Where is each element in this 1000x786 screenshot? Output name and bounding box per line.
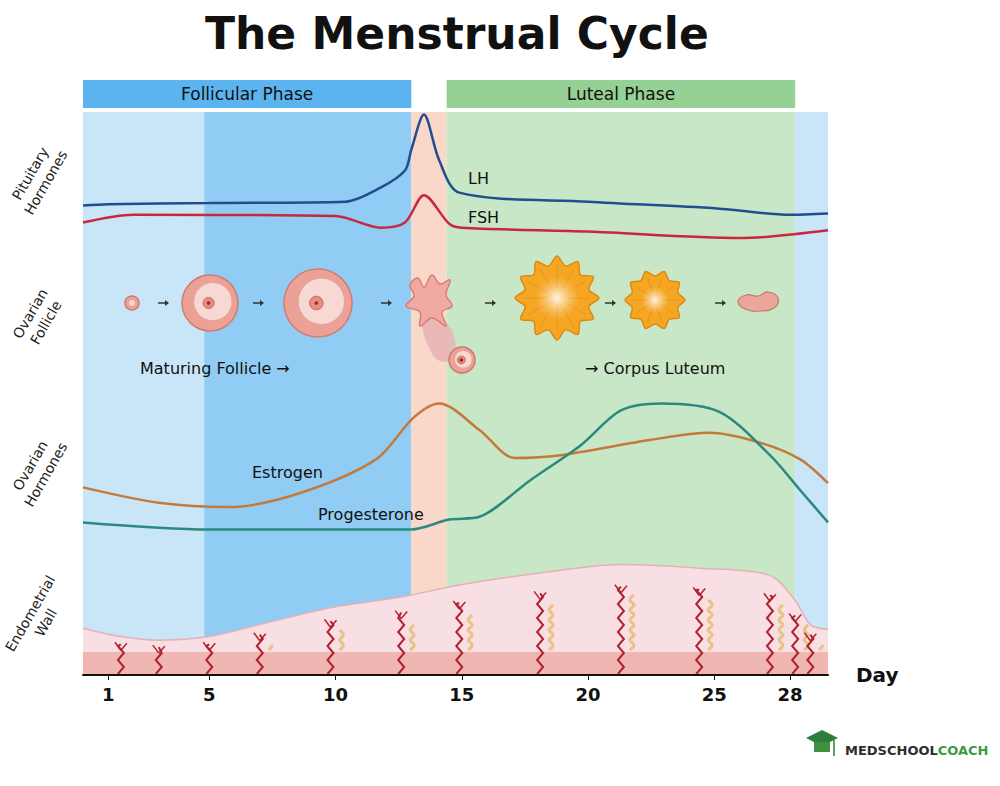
svg-text:COACH: COACH xyxy=(938,743,989,758)
svg-text:→ Corpus Luteum: → Corpus Luteum xyxy=(585,359,725,378)
svg-text:The Menstrual Cycle: The Menstrual Cycle xyxy=(205,8,709,59)
svg-text:Wall: Wall xyxy=(32,606,60,639)
svg-text:Day: Day xyxy=(856,663,899,687)
svg-text:28: 28 xyxy=(778,684,803,705)
svg-text:Hormones: Hormones xyxy=(21,440,71,510)
svg-text:1: 1 xyxy=(102,684,115,705)
svg-text:MEDSCHOOL: MEDSCHOOL xyxy=(845,743,938,758)
svg-text:Endometrial: Endometrial xyxy=(2,572,59,655)
svg-text:25: 25 xyxy=(702,684,727,705)
svg-text:Maturing Follicle →: Maturing Follicle → xyxy=(140,359,290,378)
svg-text:5: 5 xyxy=(203,684,216,705)
svg-text:15: 15 xyxy=(449,684,474,705)
svg-text:Estrogen: Estrogen xyxy=(252,463,323,482)
svg-text:Follicular Phase: Follicular Phase xyxy=(181,84,313,104)
svg-text:10: 10 xyxy=(323,684,348,705)
svg-text:LH: LH xyxy=(468,169,489,188)
svg-text:20: 20 xyxy=(576,684,601,705)
svg-text:Follicle: Follicle xyxy=(27,298,65,348)
svg-text:Ovarian: Ovarian xyxy=(9,437,51,494)
svg-text:Ovarian: Ovarian xyxy=(9,285,51,342)
svg-text:Progesterone: Progesterone xyxy=(318,505,424,524)
svg-text:Hormones: Hormones xyxy=(21,148,71,218)
svg-text:FSH: FSH xyxy=(468,208,499,227)
svg-text:Pituitary: Pituitary xyxy=(8,144,52,203)
svg-text:Luteal Phase: Luteal Phase xyxy=(567,84,675,104)
